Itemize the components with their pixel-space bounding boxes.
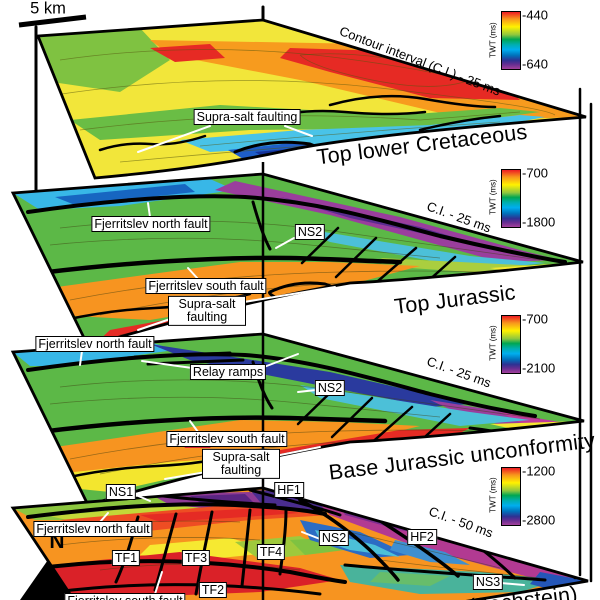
colorbar-p4 [501, 467, 521, 526]
colorbar-p2 [501, 169, 521, 228]
corner-posts [34, 5, 593, 583]
label-fjerritslev-north-fault-p4: Fjerritslev north fault [33, 521, 153, 537]
colorbar-p2-min: -1800 [522, 214, 556, 230]
colorbar-p1 [501, 11, 521, 70]
colorbar-p2-max: -700 [522, 165, 549, 181]
label-hf1-p4: HF1 [274, 482, 304, 498]
scale-bar [18, 14, 87, 28]
label-ns2-p4: NS2 [318, 530, 350, 546]
label-fjerritslev-north-fault-p2: Fjerritslev north fault [91, 216, 211, 232]
label-tf2-p4: TF2 [198, 582, 228, 598]
colorbar-p3-max: -700 [522, 311, 549, 327]
label-fjerritslev-south-fault-p2: Fjerritslev south fault [145, 278, 267, 294]
label-tf4-p4: TF4 [256, 544, 286, 560]
label-ns3-p4: NS3 [472, 574, 504, 590]
label-tf1-p4: TF1 [111, 550, 141, 566]
colorbar-p1-min: -640 [522, 56, 549, 72]
colorbar-p3 [501, 315, 521, 374]
colorbar-p2-unit: TWT (ms) [488, 179, 498, 215]
label-supra-salt-faulting-p2: Supra-salt faulting [168, 295, 246, 327]
label-hf2-p4: HF2 [407, 529, 437, 545]
label-ns2-p3: NS2 [314, 380, 346, 396]
colorbar-p4-unit: TWT (ms) [488, 477, 498, 513]
label-fjerritslev-north-fault-p3: Fjerritslev north fault [35, 336, 155, 352]
scale-bar-label: 5 km [30, 0, 66, 18]
colorbar-p4-min: -2800 [522, 512, 556, 528]
label-relay-ramps-p3: Relay ramps [189, 364, 267, 380]
colorbar-p1-max: -440 [522, 7, 549, 23]
label-tf3-p4: TF3 [181, 550, 211, 566]
label-ns2-p2: NS2 [294, 224, 326, 240]
colorbar-p1-unit: TWT (ms) [488, 22, 498, 58]
label-ns1-p4: NS1 [105, 484, 137, 500]
colorbar-p3-unit: TWT (ms) [488, 325, 498, 361]
label-fjerritslev-south-fault-p4: Fjerritslev south fault [64, 593, 186, 600]
label-supra-salt-faulting-p3: Supra-salt faulting [202, 448, 280, 480]
colorbar-p4-max: -1200 [522, 463, 556, 479]
label-supra-salt-faulting-p1: Supra-salt faulting [193, 109, 301, 125]
label-fjerritslev-south-fault-p3: Fjerritslev south fault [166, 431, 288, 447]
colorbar-p3-min: -2100 [522, 360, 556, 376]
north-arrow-icon [20, 557, 80, 600]
